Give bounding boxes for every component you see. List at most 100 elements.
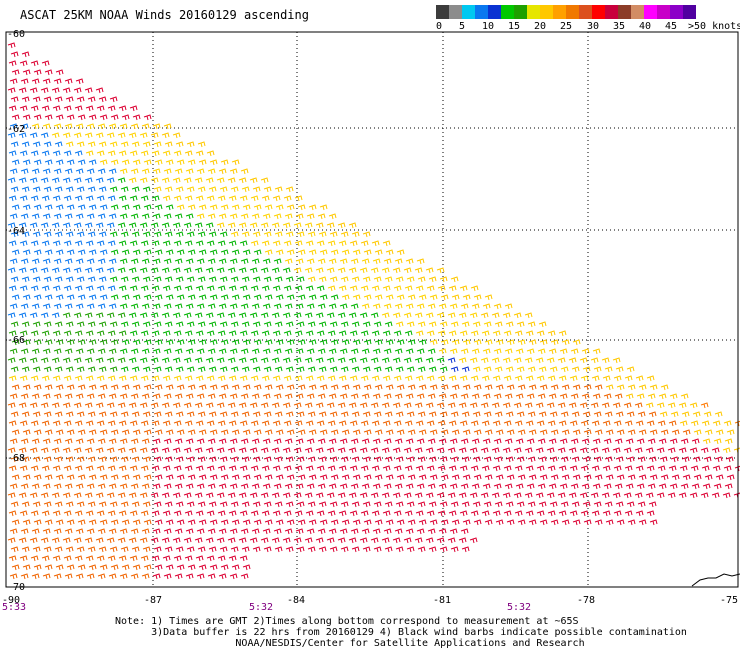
wind-barb (205, 177, 214, 184)
wind-barb (459, 510, 468, 517)
wind-barb (701, 420, 710, 427)
wind-barb (172, 222, 181, 229)
wind-barb (77, 114, 86, 121)
wind-barb (491, 312, 500, 319)
wind-barb (458, 537, 467, 544)
wind-barb (537, 483, 546, 490)
wind-barb (315, 402, 324, 409)
wind-barb (19, 60, 28, 67)
wind-barb (121, 159, 130, 166)
wind-barb (108, 258, 117, 265)
wind-barb (448, 510, 457, 517)
wind-barb (185, 168, 194, 175)
wind-barb (64, 348, 73, 355)
wind-barb (461, 546, 470, 553)
wind-barb (228, 375, 237, 382)
wind-barb (249, 492, 258, 499)
wind-barb (7, 222, 16, 229)
wind-barb (238, 222, 247, 229)
wind-barb (580, 465, 589, 472)
wind-barb (175, 546, 184, 553)
wind-barb (341, 339, 350, 346)
wind-barb (261, 465, 270, 472)
wind-barb (425, 447, 434, 454)
wind-barb (74, 195, 83, 202)
wind-barb (110, 519, 119, 526)
wind-barb (515, 483, 524, 490)
wind-barb (516, 366, 525, 373)
wind-barb (469, 357, 478, 364)
wind-barb (141, 168, 150, 175)
wind-barb (208, 501, 217, 508)
wind-barb (538, 456, 547, 463)
wind-barb (394, 483, 403, 490)
wind-barb (547, 420, 556, 427)
wind-barb (307, 546, 316, 553)
wind-barb (219, 276, 228, 283)
wind-barb (130, 123, 139, 130)
wind-barb (308, 249, 317, 256)
wind-barb (535, 402, 544, 409)
wind-barb (20, 78, 29, 85)
wind-barb (140, 510, 149, 517)
wind-barb (351, 456, 360, 463)
wind-barb (74, 510, 83, 517)
wind-barb (436, 492, 445, 499)
wind-barb (483, 501, 492, 508)
wind-barb (700, 492, 709, 499)
wind-barb (680, 393, 689, 400)
wind-barb (283, 375, 292, 382)
wind-barb (382, 375, 391, 382)
wind-barb (330, 249, 339, 256)
wind-barb (616, 429, 625, 436)
wind-barb (671, 429, 680, 436)
wind-barb (207, 348, 216, 355)
wind-barb (352, 249, 361, 256)
wind-barb (88, 519, 97, 526)
wind-barb (722, 447, 731, 454)
wind-barb (184, 285, 193, 292)
wind-barb (120, 501, 129, 508)
wind-barb (139, 222, 148, 229)
wind-barb (286, 474, 295, 481)
wind-barb (394, 528, 403, 535)
wind-barb (165, 204, 174, 211)
wind-barb (76, 96, 85, 103)
wind-barb (119, 573, 128, 580)
wind-barb (76, 501, 85, 508)
wind-barb (7, 132, 16, 139)
wind-barb (382, 465, 391, 472)
wind-barb (206, 150, 215, 157)
wind-barb (407, 474, 416, 481)
wind-barb (404, 465, 413, 472)
wind-barb (638, 384, 647, 391)
wind-barb (337, 492, 346, 499)
wind-barb (164, 456, 173, 463)
wind-barb (649, 429, 658, 436)
wind-barb (62, 402, 71, 409)
wind-barb (429, 474, 438, 481)
wind-barb (271, 492, 280, 499)
wind-barb (602, 375, 611, 382)
wind-barb (348, 537, 357, 544)
wind-barb (514, 510, 523, 517)
wind-barb (327, 240, 336, 247)
wind-barb (407, 519, 416, 526)
wind-barb (54, 321, 63, 328)
wind-barb (73, 132, 82, 139)
wind-barb (616, 519, 625, 526)
wind-barb (183, 537, 192, 544)
wind-barb (492, 375, 501, 382)
wind-barb (66, 474, 75, 481)
wind-barb (436, 402, 445, 409)
wind-barb (132, 564, 141, 571)
wind-barb (184, 375, 193, 382)
wind-barb (162, 150, 171, 157)
wind-barb (141, 483, 150, 490)
wind-barb (33, 564, 42, 571)
wind-barb (77, 294, 86, 301)
wind-barb (30, 105, 39, 112)
lon-label-90: -90 (2, 595, 20, 606)
wind-barb (392, 312, 401, 319)
wind-barb (264, 474, 273, 481)
